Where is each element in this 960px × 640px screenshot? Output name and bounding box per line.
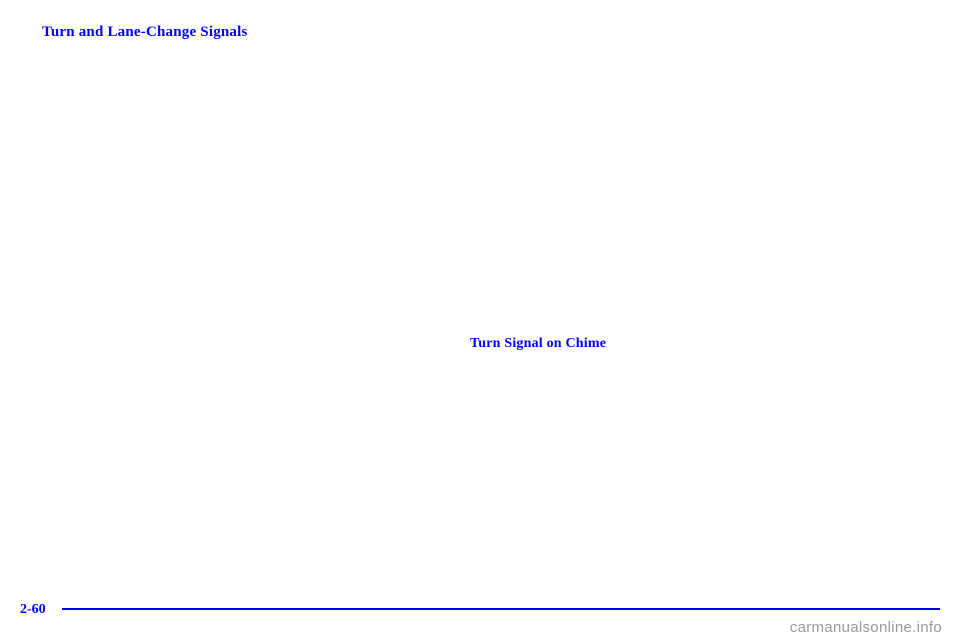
watermark-text: carmanualsonline.info (790, 619, 942, 636)
footer-rule (62, 608, 940, 610)
manual-page: Turn and Lane-Change Signals Turn Signal… (0, 0, 960, 640)
section-heading-main: Turn and Lane-Change Signals (42, 24, 248, 41)
section-heading-sub: Turn Signal on Chime (470, 336, 606, 352)
page-number: 2-60 (20, 602, 46, 618)
